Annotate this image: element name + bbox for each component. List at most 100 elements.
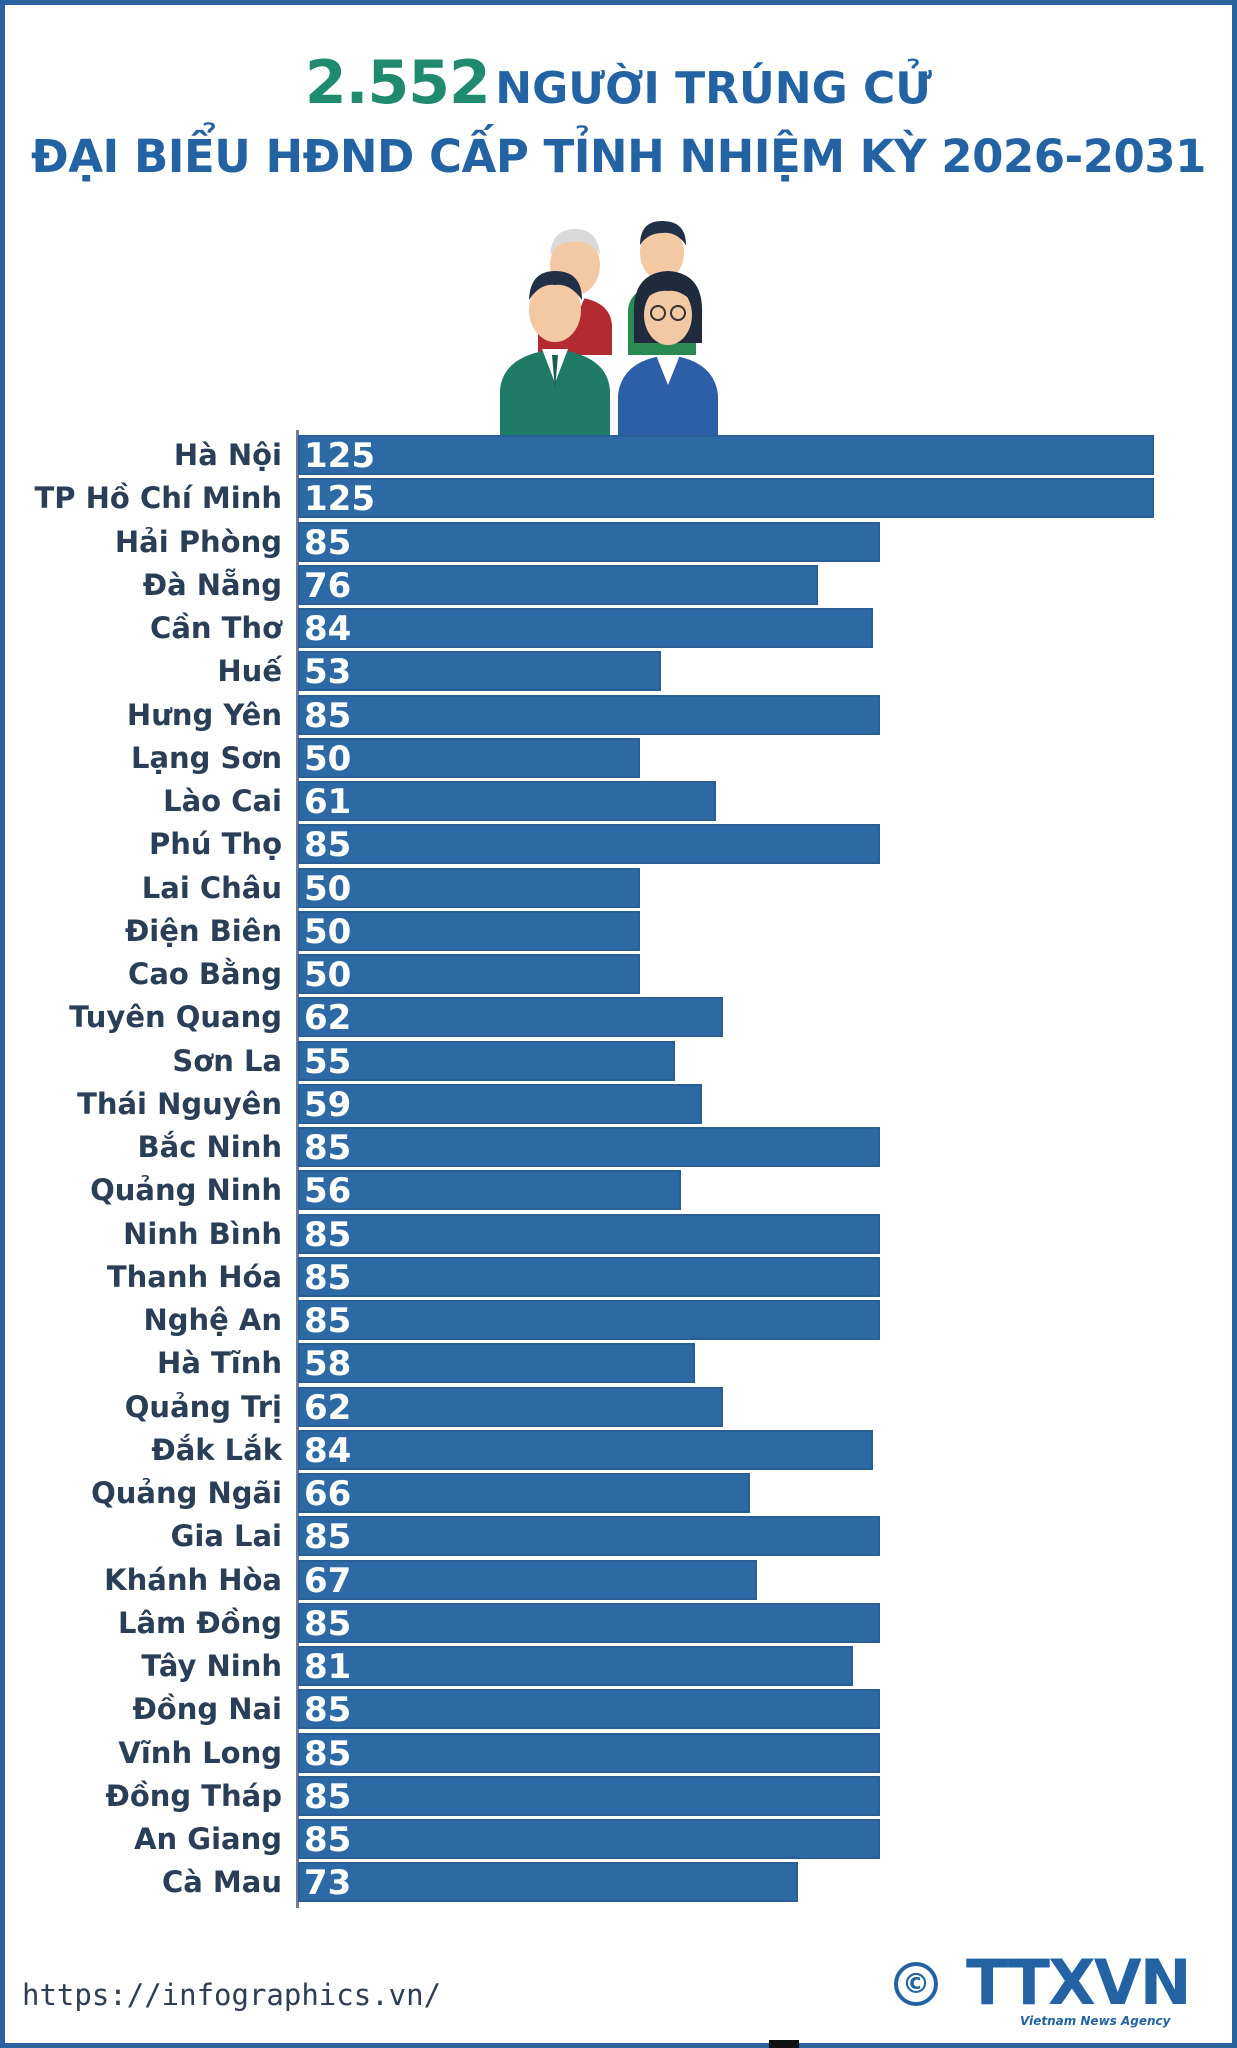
four-delegates-illustration — [500, 221, 718, 435]
bar-row: Lào Cai 61 — [0, 781, 1237, 822]
delegate-man-icon — [500, 271, 610, 435]
ttxvn-logo: TTXVN — [966, 1946, 1192, 2019]
bar — [298, 608, 874, 648]
bar-value-label: 67 — [304, 1560, 352, 1601]
bar — [298, 1819, 881, 1859]
bar-row: Thanh Hóa 85 — [0, 1256, 1237, 1298]
bar — [298, 1775, 881, 1816]
bar-value-label: 55 — [304, 1041, 352, 1082]
bar — [298, 867, 641, 908]
bar — [298, 478, 1154, 519]
bar — [298, 521, 881, 562]
bar-value-label: 73 — [304, 1863, 352, 1904]
bar-row: Thái Nguyên 59 — [0, 1083, 1237, 1125]
category-label: An Giang — [134, 1822, 282, 1856]
bar-row: Lâm Đồng 85 — [0, 1602, 1237, 1644]
bar — [298, 1386, 723, 1427]
category-label: Đồng Nai — [132, 1692, 282, 1727]
category-label: Hà Tĩnh — [157, 1346, 282, 1381]
bar-row: Lạng Sơn 50 — [0, 737, 1237, 779]
bar — [298, 564, 819, 605]
category-label: Điện Biên — [124, 913, 282, 948]
bar — [298, 1170, 682, 1211]
bar-value-label: 61 — [304, 782, 352, 822]
bar-row: Khánh Hòa 67 — [0, 1559, 1237, 1601]
bar — [298, 1127, 881, 1167]
bar — [298, 1516, 881, 1557]
bar-row: Ninh Bình 85 — [0, 1213, 1237, 1255]
source-url[interactable]: https://infographics.vn/ — [22, 1978, 442, 2012]
bar — [298, 910, 641, 951]
chart-axis-line — [296, 430, 299, 1908]
category-label: Lâm Đồng — [118, 1605, 282, 1640]
bar-row: Huế 53 — [0, 651, 1237, 692]
bar-row: Nghệ An 85 — [0, 1300, 1237, 1341]
bar-row: Đồng Nai 85 — [0, 1689, 1237, 1730]
bar-row: TP Hồ Chí Minh 125 — [0, 478, 1237, 520]
category-label: Thái Nguyên — [77, 1086, 282, 1121]
bar-row: Bắc Ninh 85 — [0, 1127, 1237, 1168]
category-label: Vĩnh Long — [118, 1735, 282, 1770]
bar-row: Tây Ninh 81 — [0, 1646, 1237, 1687]
category-label: Hưng Yên — [126, 697, 282, 732]
category-label: Khánh Hòa — [104, 1562, 282, 1597]
category-label: Phú Thọ — [149, 827, 282, 862]
bar — [298, 737, 641, 778]
category-label: Cao Bằng — [128, 957, 282, 991]
bar-row: Cần Thơ 84 — [0, 608, 1237, 649]
category-label: Đắk Lắk — [151, 1432, 282, 1467]
bar-value-label: 125 — [304, 479, 375, 520]
category-label: Hà Nội — [173, 438, 282, 472]
bar-row: Sơn La 55 — [0, 1040, 1237, 1082]
bar-value-label: 85 — [304, 522, 352, 563]
bar — [298, 781, 716, 821]
category-label: Gia Lai — [170, 1519, 282, 1554]
bar-row: Hà Nội 125 — [0, 435, 1237, 476]
bar-value-label: 56 — [304, 1171, 352, 1212]
category-label: Cần Thơ — [150, 611, 282, 645]
bar-row: Tuyên Quang 62 — [0, 997, 1237, 1038]
bar-value-label: 85 — [304, 1603, 352, 1644]
category-label: Cà Mau — [161, 1865, 282, 1900]
category-label: Tây Ninh — [141, 1649, 282, 1683]
bar — [298, 1343, 696, 1384]
page-title: 2.552 NGƯỜI TRÚNG CỬ — [0, 48, 1237, 118]
bottom-marker — [769, 2040, 799, 2048]
bar — [298, 1602, 881, 1643]
bar-value-label: 50 — [304, 868, 352, 909]
category-label: Hải Phòng — [114, 524, 282, 559]
bar-value-label: 85 — [304, 1517, 352, 1558]
bar-value-label: 85 — [304, 1301, 352, 1341]
copyright-icon: © — [894, 1962, 938, 2006]
bar-row: Cao Bằng 50 — [0, 954, 1237, 995]
bar — [298, 1732, 881, 1773]
bar — [298, 1646, 853, 1686]
bar-row: Đắk Lắk 84 — [0, 1429, 1237, 1471]
bar-row: Phú Thọ 85 — [0, 824, 1237, 865]
delegate-woman-icon — [618, 271, 718, 435]
category-label: Nghệ An — [143, 1303, 282, 1337]
bar — [298, 1689, 881, 1730]
bar — [298, 1040, 675, 1081]
bar-value-label: 85 — [304, 1820, 352, 1860]
category-label: TP Hồ Chí Minh — [34, 481, 282, 516]
category-label: Quảng Ngãi — [91, 1476, 282, 1510]
bar-row: Cà Mau 73 — [0, 1862, 1237, 1904]
category-label: Thanh Hóa — [106, 1259, 282, 1294]
bar-value-label: 66 — [304, 1474, 352, 1514]
title-number: 2.552 — [304, 48, 491, 118]
bar-value-label: 85 — [304, 1733, 352, 1774]
bar — [298, 997, 723, 1038]
bar-row: Gia Lai 85 — [0, 1516, 1237, 1558]
bar-value-label: 58 — [304, 1344, 352, 1385]
bar-row: Hải Phòng 85 — [0, 521, 1237, 563]
bar-value-label: 81 — [304, 1647, 352, 1687]
category-label: Lạng Sơn — [130, 740, 282, 775]
bar-value-label: 59 — [304, 1084, 352, 1125]
bar-row: Quảng Ngãi 66 — [0, 1473, 1237, 1514]
bar-value-label: 50 — [304, 955, 352, 995]
category-label: Huế — [217, 654, 282, 689]
category-label: Ninh Bình — [123, 1216, 282, 1251]
bar-row: Quảng Trị 62 — [0, 1386, 1237, 1428]
bar-value-label: 125 — [304, 436, 375, 476]
